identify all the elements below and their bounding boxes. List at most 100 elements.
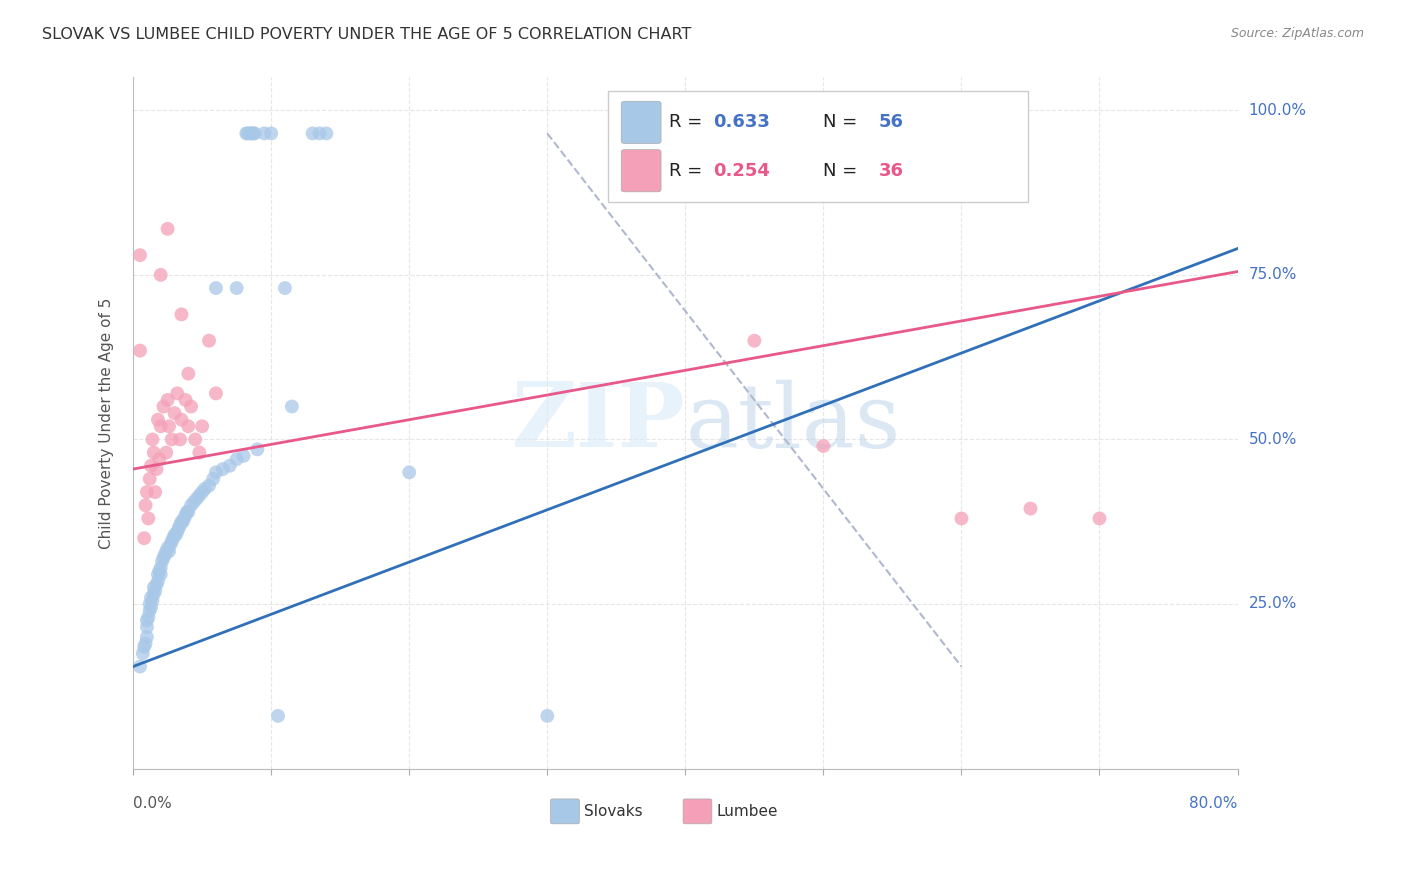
Point bbox=[176, 505, 198, 519]
Point bbox=[160, 534, 183, 549]
Text: atlas: atlas bbox=[685, 379, 901, 467]
Text: 0.254: 0.254 bbox=[713, 161, 770, 179]
Point bbox=[194, 482, 217, 496]
Point bbox=[177, 505, 200, 519]
Point bbox=[134, 531, 156, 545]
Point bbox=[301, 127, 323, 141]
Point bbox=[813, 439, 835, 453]
Point bbox=[155, 445, 177, 459]
Point bbox=[274, 281, 297, 295]
FancyBboxPatch shape bbox=[683, 799, 711, 824]
Point bbox=[167, 521, 190, 535]
Point bbox=[177, 367, 200, 381]
Point bbox=[141, 433, 163, 447]
Point bbox=[145, 577, 167, 591]
Point bbox=[136, 610, 159, 624]
Point bbox=[139, 591, 162, 605]
Point bbox=[281, 400, 304, 414]
Text: ZIP: ZIP bbox=[512, 379, 685, 467]
Point bbox=[170, 515, 193, 529]
Point bbox=[174, 392, 197, 407]
Point bbox=[198, 334, 221, 348]
Text: Source: ZipAtlas.com: Source: ZipAtlas.com bbox=[1230, 27, 1364, 40]
Text: 100.0%: 100.0% bbox=[1249, 103, 1306, 118]
Point bbox=[240, 127, 263, 141]
Point bbox=[156, 392, 179, 407]
Point bbox=[134, 640, 156, 654]
Point bbox=[315, 127, 337, 141]
Point bbox=[180, 498, 202, 512]
Point bbox=[142, 581, 165, 595]
Point bbox=[150, 554, 173, 568]
Point bbox=[165, 528, 187, 542]
Point bbox=[239, 127, 262, 141]
Point bbox=[191, 485, 214, 500]
Point bbox=[129, 343, 152, 358]
Point bbox=[173, 511, 195, 525]
Point bbox=[211, 462, 233, 476]
Point bbox=[950, 511, 973, 525]
Point bbox=[146, 413, 169, 427]
Point bbox=[186, 491, 208, 506]
Point bbox=[253, 127, 276, 141]
FancyBboxPatch shape bbox=[607, 91, 1028, 202]
Point bbox=[169, 433, 191, 447]
Point bbox=[139, 458, 162, 473]
Text: N =: N = bbox=[824, 113, 863, 131]
Point bbox=[135, 630, 157, 644]
Point bbox=[136, 511, 159, 525]
Point bbox=[143, 485, 166, 500]
Point bbox=[156, 222, 179, 236]
Point bbox=[132, 646, 155, 660]
Point bbox=[152, 400, 174, 414]
Point bbox=[163, 406, 186, 420]
Text: 36: 36 bbox=[879, 161, 904, 179]
Point bbox=[202, 472, 225, 486]
Point bbox=[156, 541, 179, 555]
Point bbox=[1019, 501, 1042, 516]
Text: R =: R = bbox=[669, 161, 707, 179]
Point bbox=[145, 462, 167, 476]
Text: 25.0%: 25.0% bbox=[1249, 597, 1296, 612]
Point bbox=[242, 127, 264, 141]
Point bbox=[188, 488, 211, 502]
Point bbox=[149, 567, 172, 582]
Point bbox=[142, 587, 165, 601]
Point bbox=[180, 400, 202, 414]
Text: Lumbee: Lumbee bbox=[716, 804, 778, 819]
Text: 56: 56 bbox=[879, 113, 904, 131]
Point bbox=[148, 452, 170, 467]
FancyBboxPatch shape bbox=[551, 799, 579, 824]
Point bbox=[148, 564, 170, 578]
Point bbox=[243, 127, 266, 141]
Point bbox=[138, 603, 160, 617]
Point bbox=[188, 445, 211, 459]
Point bbox=[172, 515, 194, 529]
Point bbox=[177, 419, 200, 434]
Point bbox=[744, 334, 766, 348]
Point bbox=[225, 281, 247, 295]
Point bbox=[129, 248, 152, 262]
Point bbox=[218, 458, 240, 473]
FancyBboxPatch shape bbox=[621, 102, 661, 144]
Point bbox=[235, 127, 257, 141]
Point bbox=[198, 478, 221, 492]
Point bbox=[149, 268, 172, 282]
Point bbox=[170, 413, 193, 427]
Point bbox=[398, 466, 420, 480]
Point bbox=[157, 419, 180, 434]
Point bbox=[308, 127, 330, 141]
Point bbox=[166, 386, 188, 401]
Point bbox=[260, 127, 283, 141]
Point bbox=[141, 593, 163, 607]
Point bbox=[160, 433, 183, 447]
Point bbox=[191, 419, 214, 434]
Point bbox=[166, 524, 188, 539]
Point bbox=[170, 307, 193, 321]
Point bbox=[155, 544, 177, 558]
Text: 75.0%: 75.0% bbox=[1249, 268, 1296, 283]
Point bbox=[246, 442, 269, 457]
Point bbox=[159, 538, 181, 552]
Point bbox=[183, 495, 205, 509]
Text: 0.633: 0.633 bbox=[713, 113, 770, 131]
